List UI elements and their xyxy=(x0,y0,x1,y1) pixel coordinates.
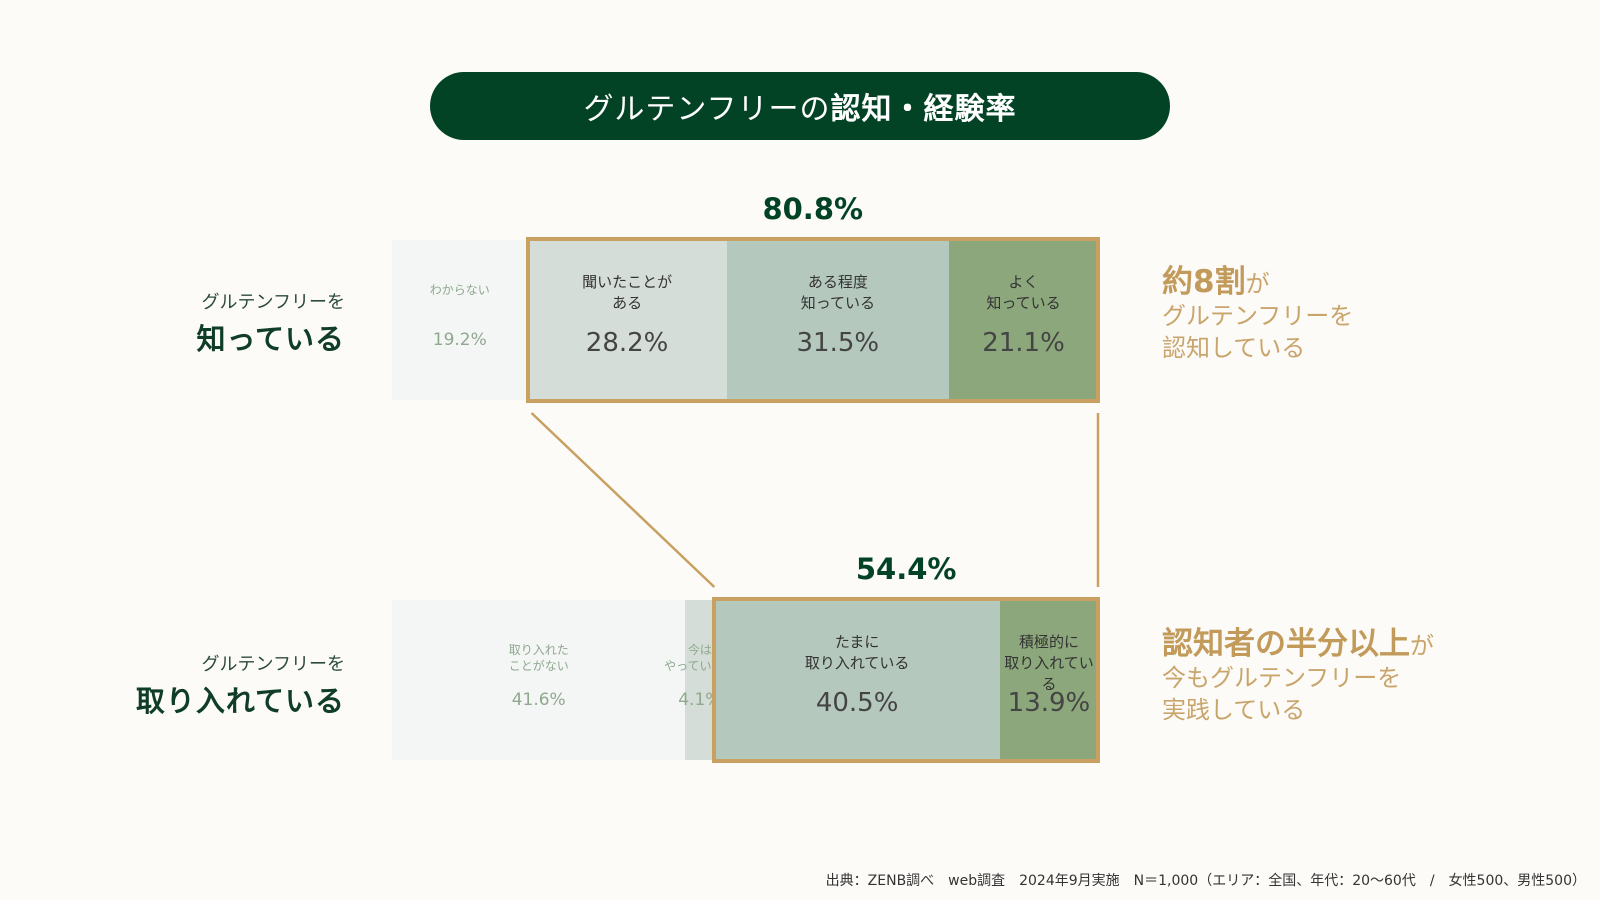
bar-segment: 取り入れた ことがない 41.6% xyxy=(392,600,686,760)
segment-value-label: 31.5% xyxy=(796,328,880,358)
title-part2: 認知・経験率 xyxy=(830,92,1017,127)
segment-label: 聞いたことが ある xyxy=(582,273,673,312)
bar-segment: ある程度 知っている 31.5% xyxy=(726,240,950,400)
note-adopt: 認知者の半分以上が 今もグルテンフリーを 実践している xyxy=(1162,628,1434,726)
connector-line-left xyxy=(530,412,716,588)
segment-value-label: 4.1% xyxy=(678,690,722,710)
note-line: グルテンフリーを xyxy=(1162,302,1354,330)
highlight-total-adopt: 54.4% xyxy=(855,552,957,586)
bar-segment: よく 知っている 21.1% xyxy=(949,240,1098,400)
segment-value-label: 13.9% xyxy=(1007,688,1091,718)
highlight-total-aware: 80.8% xyxy=(762,192,864,226)
bar-segment: わからない 19.2% xyxy=(392,240,528,400)
bar-segment: 積極的に 取り入れている 13.9% xyxy=(999,600,1098,760)
segment-value-label: 41.6% xyxy=(511,690,566,710)
title-part1: グルテンフリーの xyxy=(583,92,831,127)
segment-label: わからない xyxy=(429,283,490,297)
stacked-bar-aware: わからない 19.2% 聞いたことが ある 28.2% ある程度 知っている 31.5% よ… xyxy=(392,240,1098,400)
note-line: 認知している xyxy=(1162,334,1306,362)
row-label-big: 取り入れている xyxy=(135,684,345,718)
segment-label: ある程度 知っている xyxy=(800,273,875,312)
source-note: 出典：ZENB調べ web調査 2024年9月実施 N＝1,000（エリア：全国… xyxy=(825,873,1586,889)
segment-label: 取り入れた ことがない xyxy=(508,643,569,673)
note-line: 実践している xyxy=(1162,696,1306,724)
segment-value-label: 21.1% xyxy=(982,328,1065,358)
note-emphasis: 約8割 xyxy=(1162,264,1246,300)
stacked-bar-adopt: 取り入れた ことがない 41.6% 今は やっていない 4.1% たまに 取り入れている… xyxy=(392,600,1098,760)
segment-value-label: 40.5% xyxy=(815,688,899,718)
segment-value-label: 28.2% xyxy=(585,328,669,358)
row-label-small: グルテンフリーを xyxy=(201,292,345,313)
segment-value-label: 19.2% xyxy=(432,330,487,350)
note-aware: 約8割が グルテンフリーを 認知している xyxy=(1162,266,1353,364)
segment-label: 積極的に 取り入れている xyxy=(1004,633,1094,693)
row-label-big: 知っている xyxy=(196,322,345,356)
bar-segment: たまに 取り入れている 40.5% xyxy=(714,600,1000,760)
segment-label: たまに 取り入れている xyxy=(804,633,910,672)
bar-segment: 聞いたことが ある 28.2% xyxy=(527,240,727,400)
chart-title: グルテンフリーの 認知・経験率 xyxy=(430,72,1170,140)
note-particle: が xyxy=(1245,270,1270,298)
row-label-small: グルテンフリーを xyxy=(201,654,345,675)
row-label-adopt: グルテンフリーを 取り入れている xyxy=(90,650,345,720)
note-particle: が xyxy=(1410,632,1434,660)
note-emphasis: 認知者の半分以上 xyxy=(1162,626,1410,662)
segment-label: よく 知っている xyxy=(986,273,1061,312)
row-label-aware: グルテンフリーを 知っている xyxy=(140,288,345,358)
note-line: 今もグルテンフリーを xyxy=(1162,664,1402,692)
